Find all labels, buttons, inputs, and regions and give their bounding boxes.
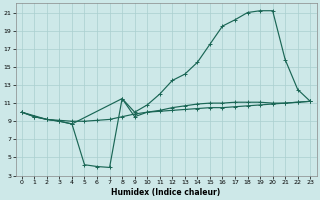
X-axis label: Humidex (Indice chaleur): Humidex (Indice chaleur) <box>111 188 221 197</box>
